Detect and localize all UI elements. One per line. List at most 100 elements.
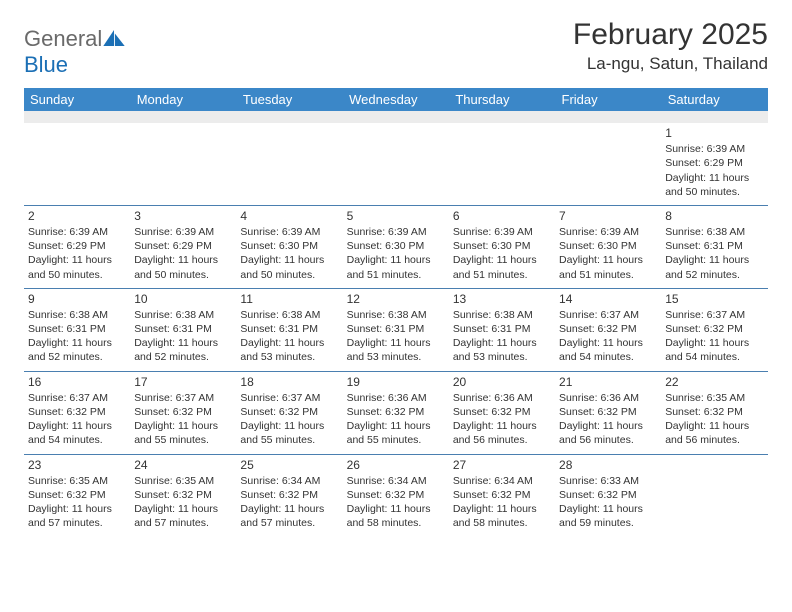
- daylight-text: Daylight: 11 hours and 50 minutes.: [665, 171, 763, 199]
- calendar-day-cell: 10Sunrise: 6:38 AMSunset: 6:31 PMDayligh…: [130, 288, 236, 371]
- daylight-text: Daylight: 11 hours and 54 minutes.: [559, 336, 657, 364]
- day-number: 21: [559, 374, 657, 390]
- sunrise-text: Sunrise: 6:35 AM: [28, 474, 126, 488]
- sunset-text: Sunset: 6:32 PM: [240, 488, 338, 502]
- sunrise-text: Sunrise: 6:39 AM: [665, 142, 763, 156]
- sunset-text: Sunset: 6:29 PM: [134, 239, 232, 253]
- calendar-day-cell: 26Sunrise: 6:34 AMSunset: 6:32 PMDayligh…: [343, 454, 449, 536]
- sunrise-text: Sunrise: 6:39 AM: [134, 225, 232, 239]
- sunrise-text: Sunrise: 6:35 AM: [665, 391, 763, 405]
- calendar-day-cell: 4Sunrise: 6:39 AMSunset: 6:30 PMDaylight…: [236, 205, 342, 288]
- logo-word-blue: Blue: [24, 52, 68, 77]
- day-number: 25: [240, 457, 338, 473]
- spacer-row: [24, 111, 768, 123]
- weekday-header-row: Sunday Monday Tuesday Wednesday Thursday…: [24, 88, 768, 111]
- day-number: 10: [134, 291, 232, 307]
- calendar-day-cell: 6Sunrise: 6:39 AMSunset: 6:30 PMDaylight…: [449, 205, 555, 288]
- day-number: 16: [28, 374, 126, 390]
- calendar-day-cell: 16Sunrise: 6:37 AMSunset: 6:32 PMDayligh…: [24, 371, 130, 454]
- daylight-text: Daylight: 11 hours and 52 minutes.: [28, 336, 126, 364]
- sunset-text: Sunset: 6:29 PM: [665, 156, 763, 170]
- weekday-header: Tuesday: [236, 88, 342, 111]
- calendar-day-cell: 27Sunrise: 6:34 AMSunset: 6:32 PMDayligh…: [449, 454, 555, 536]
- sunrise-text: Sunrise: 6:37 AM: [240, 391, 338, 405]
- daylight-text: Daylight: 11 hours and 53 minutes.: [240, 336, 338, 364]
- day-number: 4: [240, 208, 338, 224]
- sunset-text: Sunset: 6:32 PM: [665, 322, 763, 336]
- sunrise-text: Sunrise: 6:38 AM: [28, 308, 126, 322]
- sunset-text: Sunset: 6:32 PM: [559, 322, 657, 336]
- sunset-text: Sunset: 6:32 PM: [240, 405, 338, 419]
- calendar-week-row: 1Sunrise: 6:39 AMSunset: 6:29 PMDaylight…: [24, 123, 768, 205]
- day-number: 14: [559, 291, 657, 307]
- calendar-day-cell: 25Sunrise: 6:34 AMSunset: 6:32 PMDayligh…: [236, 454, 342, 536]
- sunset-text: Sunset: 6:29 PM: [28, 239, 126, 253]
- day-number: 5: [347, 208, 445, 224]
- sunrise-text: Sunrise: 6:39 AM: [347, 225, 445, 239]
- daylight-text: Daylight: 11 hours and 55 minutes.: [240, 419, 338, 447]
- calendar-day-cell: 28Sunrise: 6:33 AMSunset: 6:32 PMDayligh…: [555, 454, 661, 536]
- sunrise-text: Sunrise: 6:38 AM: [240, 308, 338, 322]
- daylight-text: Daylight: 11 hours and 51 minutes.: [347, 253, 445, 281]
- weekday-header: Saturday: [661, 88, 767, 111]
- calendar-day-cell: 7Sunrise: 6:39 AMSunset: 6:30 PMDaylight…: [555, 205, 661, 288]
- calendar-day-cell: [236, 123, 342, 205]
- weekday-header: Friday: [555, 88, 661, 111]
- sunrise-text: Sunrise: 6:33 AM: [559, 474, 657, 488]
- calendar-day-cell: 17Sunrise: 6:37 AMSunset: 6:32 PMDayligh…: [130, 371, 236, 454]
- daylight-text: Daylight: 11 hours and 50 minutes.: [134, 253, 232, 281]
- daylight-text: Daylight: 11 hours and 55 minutes.: [347, 419, 445, 447]
- daylight-text: Daylight: 11 hours and 51 minutes.: [453, 253, 551, 281]
- day-number: 2: [28, 208, 126, 224]
- calendar-day-cell: 19Sunrise: 6:36 AMSunset: 6:32 PMDayligh…: [343, 371, 449, 454]
- day-number: 7: [559, 208, 657, 224]
- day-number: 8: [665, 208, 763, 224]
- calendar-day-cell: [343, 123, 449, 205]
- day-number: 12: [347, 291, 445, 307]
- day-number: 27: [453, 457, 551, 473]
- calendar-day-cell: 8Sunrise: 6:38 AMSunset: 6:31 PMDaylight…: [661, 205, 767, 288]
- calendar-day-cell: 20Sunrise: 6:36 AMSunset: 6:32 PMDayligh…: [449, 371, 555, 454]
- daylight-text: Daylight: 11 hours and 50 minutes.: [28, 253, 126, 281]
- sunset-text: Sunset: 6:30 PM: [559, 239, 657, 253]
- sunrise-text: Sunrise: 6:34 AM: [453, 474, 551, 488]
- calendar-day-cell: 21Sunrise: 6:36 AMSunset: 6:32 PMDayligh…: [555, 371, 661, 454]
- page-title: February 2025: [573, 18, 768, 52]
- sunset-text: Sunset: 6:32 PM: [28, 405, 126, 419]
- daylight-text: Daylight: 11 hours and 56 minutes.: [453, 419, 551, 447]
- day-number: 13: [453, 291, 551, 307]
- sunset-text: Sunset: 6:31 PM: [28, 322, 126, 336]
- weekday-header: Monday: [130, 88, 236, 111]
- calendar-day-cell: 23Sunrise: 6:35 AMSunset: 6:32 PMDayligh…: [24, 454, 130, 536]
- title-block: February 2025 La-ngu, Satun, Thailand: [573, 18, 768, 74]
- sunrise-text: Sunrise: 6:39 AM: [240, 225, 338, 239]
- sunrise-text: Sunrise: 6:39 AM: [28, 225, 126, 239]
- day-number: 24: [134, 457, 232, 473]
- daylight-text: Daylight: 11 hours and 56 minutes.: [559, 419, 657, 447]
- calendar-day-cell: 9Sunrise: 6:38 AMSunset: 6:31 PMDaylight…: [24, 288, 130, 371]
- daylight-text: Daylight: 11 hours and 54 minutes.: [665, 336, 763, 364]
- day-number: 19: [347, 374, 445, 390]
- logo-word-general: General: [24, 26, 102, 51]
- weekday-header: Wednesday: [343, 88, 449, 111]
- sunrise-text: Sunrise: 6:38 AM: [347, 308, 445, 322]
- sunrise-text: Sunrise: 6:38 AM: [665, 225, 763, 239]
- weekday-header: Sunday: [24, 88, 130, 111]
- daylight-text: Daylight: 11 hours and 53 minutes.: [453, 336, 551, 364]
- daylight-text: Daylight: 11 hours and 52 minutes.: [134, 336, 232, 364]
- sunset-text: Sunset: 6:32 PM: [347, 405, 445, 419]
- logo: General Blue: [24, 18, 125, 78]
- day-number: 6: [453, 208, 551, 224]
- sunrise-text: Sunrise: 6:38 AM: [134, 308, 232, 322]
- calendar-week-row: 2Sunrise: 6:39 AMSunset: 6:29 PMDaylight…: [24, 205, 768, 288]
- calendar-day-cell: 2Sunrise: 6:39 AMSunset: 6:29 PMDaylight…: [24, 205, 130, 288]
- sunrise-text: Sunrise: 6:39 AM: [453, 225, 551, 239]
- sunset-text: Sunset: 6:32 PM: [347, 488, 445, 502]
- header: General Blue February 2025 La-ngu, Satun…: [24, 18, 768, 78]
- sunset-text: Sunset: 6:32 PM: [28, 488, 126, 502]
- sunset-text: Sunset: 6:30 PM: [347, 239, 445, 253]
- day-number: 22: [665, 374, 763, 390]
- sunrise-text: Sunrise: 6:37 AM: [134, 391, 232, 405]
- day-number: 11: [240, 291, 338, 307]
- daylight-text: Daylight: 11 hours and 52 minutes.: [665, 253, 763, 281]
